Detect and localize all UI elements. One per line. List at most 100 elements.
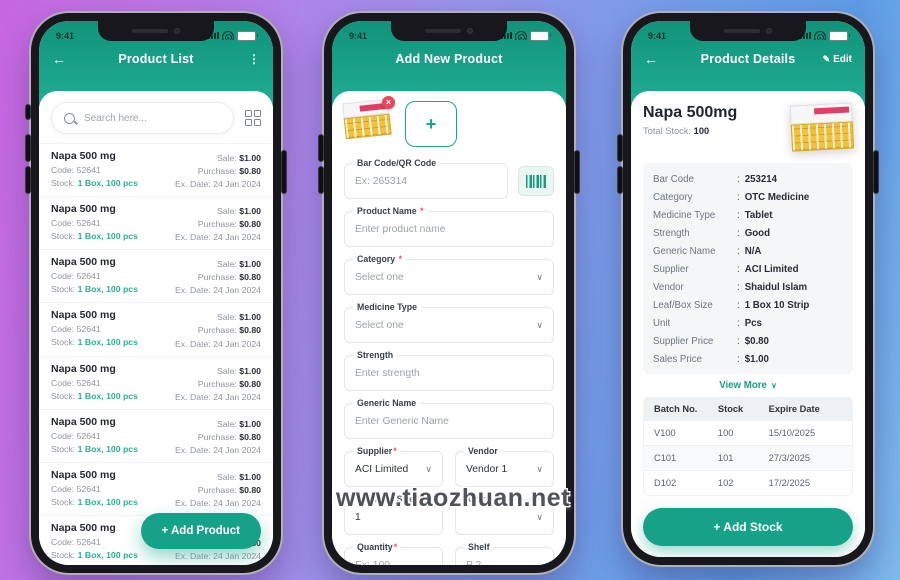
product-info: Napa 500 mg Code: 52641 Stock: 1 Box, 10… (51, 522, 138, 563)
field-label: Category (357, 254, 396, 264)
expiry-label: Ex. Date: (175, 551, 211, 562)
code-value: 52641 (76, 324, 101, 335)
barcode-row: Bar Code/QR Code Ex: 265314 (344, 151, 554, 199)
product-prices: Sale: $1.00 Purchase: $0.80 Ex. Date: 24… (175, 363, 261, 404)
watermark-text: www.tiaozhuan.net (336, 484, 570, 512)
remove-photo-icon[interactable]: × (382, 96, 395, 109)
product-list-item[interactable]: Napa 500 mg Code: 52641 Stock: 1 Box, 10… (39, 196, 273, 249)
back-icon[interactable]: ← (52, 51, 66, 67)
expire-date-cell: 27/3/2025 (768, 453, 811, 463)
product-list-item[interactable]: Napa 500 mg Code: 52641 Stock: 1 Box, 10… (39, 249, 273, 302)
sale-value: $1.00 (239, 471, 261, 482)
phone-notch (690, 21, 806, 41)
medicine-type-select[interactable]: Medicine Type Select one ∨ (344, 302, 554, 343)
status-time: 9:41 (56, 30, 75, 41)
sale-value: $1.00 (239, 153, 261, 163)
view-more-link[interactable]: View More ∨ (643, 380, 853, 391)
wifi-icon (814, 31, 826, 40)
product-info: Napa 500 mg Code: 52641 Stock: 1 Box, 10… (51, 150, 138, 191)
product-photos-row: × + (342, 96, 554, 147)
page-title: Add New Product (395, 52, 503, 66)
expiry-value: 24 Jan 2024 (213, 551, 261, 562)
field-label: Quantity (357, 542, 393, 552)
edit-button[interactable]: ✎ Edit (823, 54, 852, 65)
batch-table-row[interactable]: C101 101 27/3/2025 (644, 445, 852, 470)
detail-value: N/A (744, 246, 762, 257)
detail-label: Generic Name (653, 246, 716, 257)
strength-field[interactable]: Strength Enter strength (344, 350, 554, 391)
batch-no-cell: V100 (654, 428, 676, 438)
category-placeholder: Select one (355, 271, 404, 283)
add-product-button[interactable]: + Add Product (140, 513, 261, 549)
quantity-field[interactable]: Quantity* Ex: 100 (344, 542, 443, 565)
code-label: Code: (51, 430, 75, 441)
battery-icon (237, 30, 258, 41)
add-photo-button[interactable]: + (405, 101, 457, 147)
sale-label: Sale: (217, 259, 237, 270)
add-stock-button[interactable]: + Add Stock (643, 508, 853, 546)
stock-label: Stock: (51, 443, 76, 454)
battery-icon (829, 30, 850, 41)
phone-frame-add-product: 9:41 Add New Product (319, 13, 579, 573)
code-value: 52641 (76, 377, 101, 388)
volume-down-button (26, 167, 30, 193)
search-input[interactable] (82, 111, 221, 125)
camera-dot (467, 28, 473, 34)
back-icon[interactable]: ← (644, 51, 658, 67)
product-info: Napa 500 mg Code: 52641 Stock: 1 Box, 10… (51, 363, 138, 404)
expiry-value: 24 Jan 2024 (213, 179, 261, 190)
qr-scan-icon[interactable] (245, 110, 261, 126)
expiry-value: 24 Jan 2024 (213, 285, 261, 296)
shelf-value: P 2 (466, 559, 482, 566)
stock-value: 1 Box, 100 pcs (77, 550, 138, 561)
product-details-content: Napa 500mg Total Stock: 100 Bar Code : 2… (631, 91, 865, 557)
leaf-box-size-field[interactable]: Leaf/Box Size* 1 (344, 494, 443, 535)
stock-label: Stock: (51, 390, 76, 401)
stock-value: 1 Box, 100 pcs (77, 284, 138, 295)
product-list-content: Napa 500 mg Code: 52641 Stock: 1 Box, 10… (39, 91, 273, 565)
kebab-menu-icon[interactable]: ⋮ (248, 52, 260, 66)
purchase-label: Purchase: (197, 166, 237, 177)
category-select[interactable]: Category * Select one ∨ (344, 254, 554, 295)
product-list-item[interactable]: Napa 500 mg Code: 52641 Stock: 1 Box, 10… (39, 461, 273, 515)
product-list-item[interactable]: Napa 500 mg Code: 52641 Stock: 1 Box, 10… (39, 144, 273, 196)
product-info: Napa 500 mg Code: 52641 Stock: 1 Box, 10… (51, 309, 138, 350)
barcode-field[interactable]: Bar Code/QR Code Ex: 265314 (344, 158, 508, 199)
phone-frame-product-list: 9:41 ← Product List ⋮ (26, 13, 286, 573)
chevron-down-icon: ∨ (536, 511, 543, 522)
detail-value: Tablet (744, 210, 773, 221)
generic-name-field[interactable]: Generic Name Enter Generic Name (344, 398, 554, 439)
status-icons (501, 30, 551, 41)
barcode-scan-button[interactable] (518, 166, 554, 196)
detail-row: Strength : Good (653, 225, 843, 243)
stock-label: Stock: (51, 550, 76, 561)
purchase-label: Purchase: (197, 272, 237, 283)
vendor-value: Vendor 1 (466, 463, 508, 475)
product-list-item[interactable]: Napa 500 mg Code: 52641 Stock: 1 Box, 10… (39, 408, 273, 462)
batch-table-row[interactable]: D102 102 17/2/2025 (644, 470, 852, 495)
search-pill[interactable] (51, 102, 234, 134)
batch-no-cell: C101 (654, 453, 677, 463)
barcode-placeholder: Ex: 265314 (355, 175, 408, 187)
code-value: 52641 (76, 218, 101, 229)
shelf-field[interactable]: Shelf P 2 (455, 542, 554, 566)
product-name: Napa 500 mg (51, 256, 116, 269)
product-summary: Napa 500mg Total Stock: 100 (643, 91, 855, 152)
product-name: Napa 500 mg (51, 309, 116, 322)
power-button (282, 151, 286, 193)
field-label: Shelf (468, 542, 490, 552)
volume-down-button (319, 167, 323, 193)
batch-table-row[interactable]: V100 100 15/10/2025 (644, 420, 852, 445)
product-name-field[interactable]: Product Name * Enter product name (344, 206, 554, 247)
vendor-select[interactable]: Vendor Vendor 1 ∨ (455, 446, 554, 487)
product-list-item[interactable]: Napa 500 mg Code: 52641 Stock: 1 Box, 10… (39, 302, 273, 355)
stock-value: 1 Box, 100 pcs (77, 337, 138, 348)
product-list-item[interactable]: Napa 500 mg Code: 52641 Stock: 1 Box, 10… (39, 355, 273, 409)
camera-dot (174, 28, 180, 34)
product-prices: Sale: $1.00 Purchase: $0.80 Ex. Date: 24… (175, 469, 261, 510)
supplier-select[interactable]: Supplier* ACI Limited ∨ (344, 446, 443, 487)
unit-select[interactable]: Unit* ∨ (455, 494, 554, 535)
expiry-value: 24 Jan 2024 (213, 338, 261, 349)
sale-value: $1.00 (239, 365, 261, 376)
detail-row: Generic Name : N/A (653, 243, 843, 261)
